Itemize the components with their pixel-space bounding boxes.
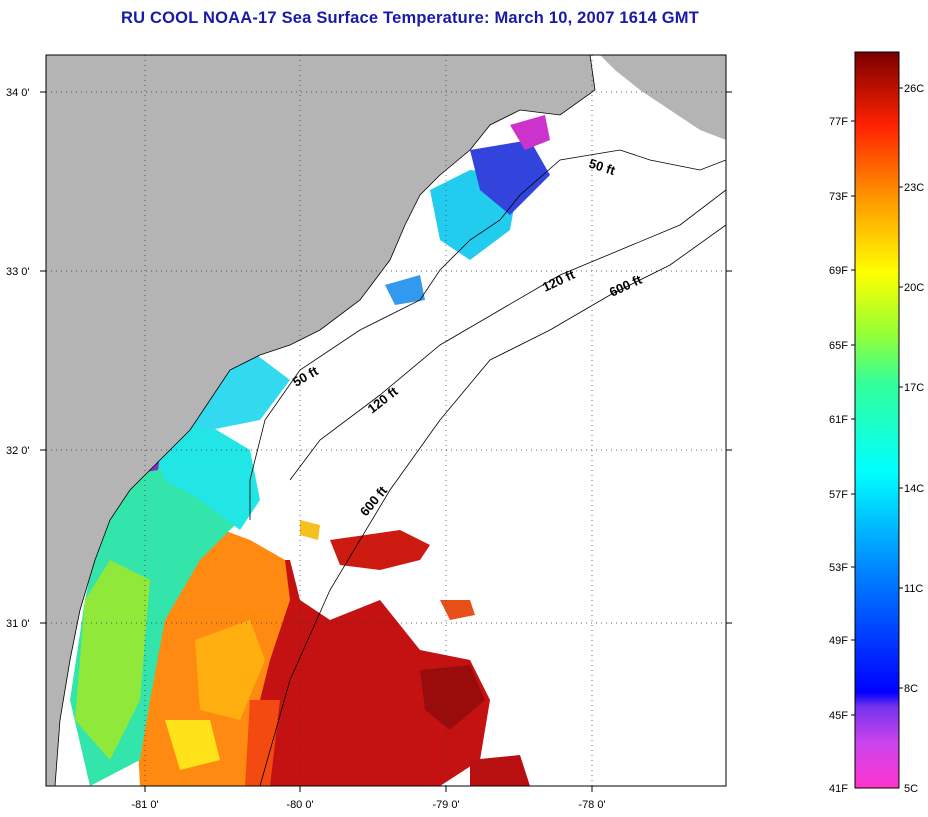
colorbar-label-f: 45F — [829, 710, 848, 722]
colorbar-label-c: 5C — [904, 783, 918, 795]
isobath-120ft — [289, 189, 726, 481]
colorbar-label-f: 53F — [829, 562, 848, 574]
lon-label: -81 0' — [131, 799, 158, 811]
colorbar-label-f: 69F — [829, 265, 848, 277]
map-title: RU COOL NOAA-17 Sea Surface Temperature:… — [121, 9, 699, 27]
colorbar-label-f: 77F — [829, 116, 848, 128]
map-frame — [45, 54, 727, 787]
lat-label: 34 0' — [6, 87, 30, 99]
sst-cool-water — [70, 115, 550, 786]
land-north-cape — [600, 55, 726, 140]
latitude-labels: 34 0' 33 0' 32 0' 31 0' — [6, 87, 30, 630]
colorbar-celsius-labels: 26C 23C 20C 17C 14C 11C 8C 5C — [904, 83, 924, 795]
colorbar-ticks — [851, 87, 903, 716]
colorbar-label-f: 57F — [829, 489, 848, 501]
colorbar-label-c: 26C — [904, 83, 924, 95]
colorbar-fahrenheit-labels: 77F 73F 69F 65F 61F 57F 53F 49F 45F 41F — [829, 116, 848, 795]
lon-label: -80 0' — [286, 799, 313, 811]
sst-warm-water — [225, 530, 530, 786]
colorbar-label-c: 11C — [904, 583, 923, 595]
colorbar-label-c: 20C — [904, 282, 924, 294]
colorbar-label-c: 23C — [904, 182, 924, 194]
isobath-50ft — [249, 149, 726, 520]
land-mass — [46, 55, 595, 786]
lat-label: 33 0' — [6, 266, 30, 278]
colorbar-label-f: 65F — [829, 340, 848, 352]
colorbar-label-f: 73F — [829, 191, 848, 203]
colorbar-label-f: 61F — [829, 414, 848, 426]
isobath-600ft — [259, 224, 726, 786]
axis-ticks — [40, 91, 732, 792]
colorbar — [854, 51, 900, 789]
longitude-labels: -81 0' -80 0' -79 0' -78 0' — [131, 799, 605, 811]
lat-label: 31 0' — [6, 618, 30, 630]
colorbar-label-f: 41F — [829, 783, 848, 795]
lat-label: 32 0' — [6, 445, 30, 457]
colorbar-label-c: 8C — [904, 683, 918, 695]
colorbar-label-c: 17C — [904, 382, 924, 394]
lon-label: -79 0' — [432, 799, 459, 811]
isobath-contours — [249, 149, 726, 786]
colorbar-label-f: 49F — [829, 635, 848, 647]
graticule — [46, 55, 726, 786]
lon-label: -78 0' — [578, 799, 605, 811]
colorbar-label-c: 14C — [904, 483, 924, 495]
